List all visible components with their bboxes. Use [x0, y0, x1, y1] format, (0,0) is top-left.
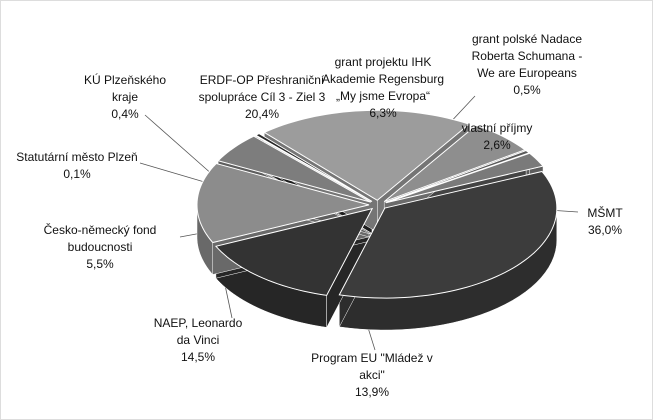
category-label: ERDF-OP Přeshraniční spolupráce Cíl 3 - … [198, 73, 326, 104]
category-label: NAEP, Leonardo da Vinci [153, 316, 243, 347]
slice [217, 135, 372, 203]
value-label: 6,3% [369, 106, 397, 120]
category-label: Program EU "Mládež v akci" [311, 351, 433, 382]
slice [338, 170, 558, 299]
category-label: Česko-německý fond budoucnosti [43, 223, 157, 254]
slice [385, 149, 531, 203]
value-label: 5,5% [86, 257, 114, 271]
value-label: 14,5% [180, 350, 216, 364]
category-label: grant projektu IHK Akademie Regensburg „… [321, 55, 445, 103]
value-label: 2,6% [483, 138, 511, 152]
slice [263, 109, 471, 201]
value-label: 20,4% [244, 107, 280, 121]
category-label: KÚ Plzeňského kraje [83, 73, 167, 104]
category-label: vlastní příjmy [461, 121, 533, 135]
value-label: 36,0% [587, 223, 623, 237]
leader-line [224, 284, 233, 319]
value-label: 0,4% [111, 107, 139, 121]
slice [254, 133, 373, 202]
slice [196, 162, 370, 244]
category-label: Statutární město Plzeň [16, 150, 138, 164]
category-label: MŠMT [587, 206, 623, 220]
slice [385, 152, 544, 204]
value-label: 13,9% [354, 385, 390, 399]
value-label: 0,5% [513, 83, 541, 97]
category-label: grant polské Nadace Roberta Schumana - W… [471, 32, 583, 80]
slice [383, 124, 526, 203]
slice [214, 207, 374, 296]
value-label: 0,1% [63, 167, 91, 181]
